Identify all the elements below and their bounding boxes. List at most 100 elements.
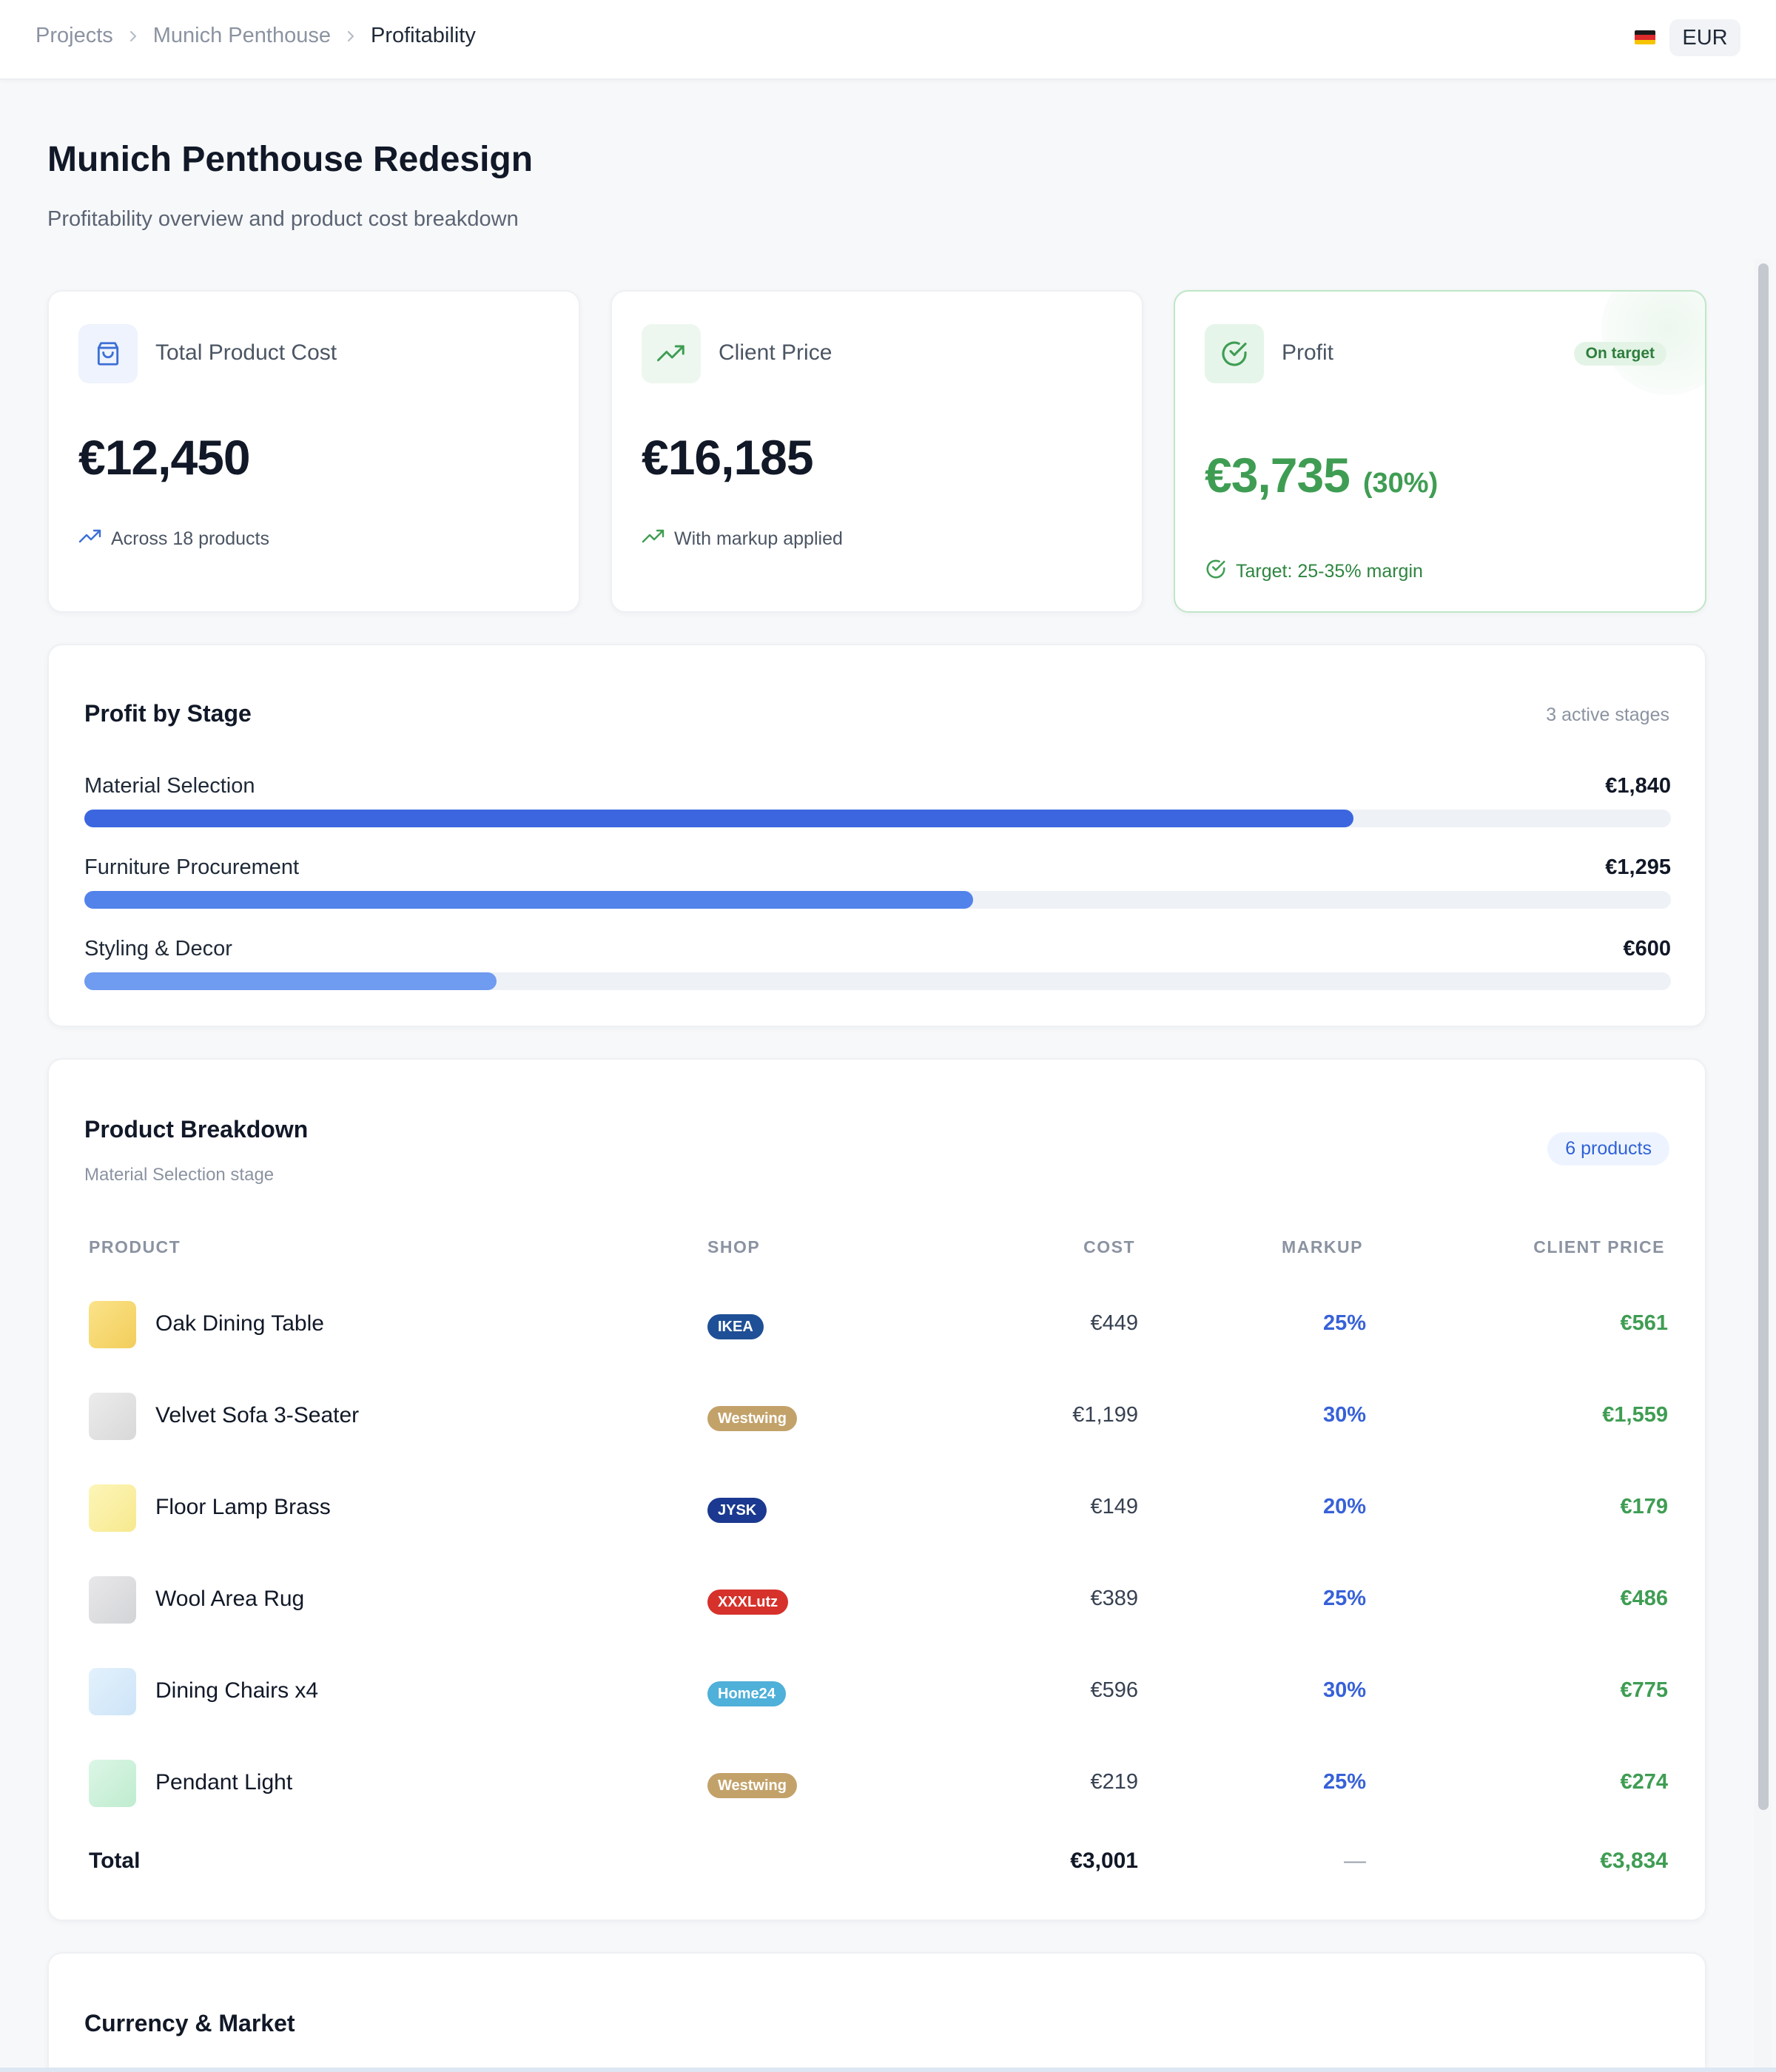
kpi-footnote-text: Across 18 products — [111, 528, 269, 549]
check-circle-icon — [1205, 558, 1227, 585]
stage-name: Material Selection — [84, 774, 255, 798]
shop-badge: JYSK — [707, 1498, 767, 1523]
product-thumbnail — [89, 1576, 136, 1624]
shop-badge: Home24 — [707, 1681, 786, 1706]
progress-track — [84, 810, 1671, 827]
product-count-badge: 6 products — [1547, 1132, 1669, 1166]
kpi-footnote-text: Target: 25-35% margin — [1236, 561, 1423, 582]
column-header-product[interactable]: PRODUCT — [89, 1237, 181, 1257]
shopping-bag-icon — [78, 324, 138, 383]
product-thumbnail — [89, 1668, 136, 1715]
kpi-card-total-cost: Total Product Cost €12,450 Across 18 pro… — [47, 290, 580, 613]
page-subtitle: Profitability overview and product cost … — [47, 207, 519, 231]
table-total-row: Total €3,001 — €3,834 — [49, 1843, 1708, 1887]
kpi-card-client-price: Client Price €16,185 With markup applied — [610, 290, 1143, 613]
table-row[interactable]: Oak Dining Table IKEA €449 25% €561 — [49, 1279, 1708, 1370]
bottom-edge — [0, 2068, 1776, 2072]
breadcrumb-projects[interactable]: Projects — [36, 24, 113, 47]
section-title: Currency & Market — [84, 2010, 295, 2036]
product-thumbnail — [89, 1393, 136, 1440]
section-title: Profit by Stage — [84, 700, 252, 727]
trending-up-icon — [78, 528, 102, 550]
kpi-value: €16,185 — [642, 430, 814, 485]
product-client-price: €274 — [1620, 1770, 1668, 1794]
breadcrumb: Projects Munich Penthouse Profitability — [36, 24, 476, 48]
product-markup: 25% — [1322, 1311, 1366, 1335]
product-markup: 20% — [1322, 1495, 1366, 1518]
chevron-right-icon — [128, 29, 138, 44]
trending-up-icon — [642, 528, 665, 550]
column-header-shop[interactable]: SHOP — [707, 1237, 761, 1257]
product-thumbnail — [89, 1760, 136, 1807]
status-badge: On target — [1573, 342, 1666, 366]
product-name: Velvet Sofa 3-Seater — [155, 1403, 360, 1427]
check-circle-icon — [1205, 324, 1264, 383]
kpi-footnote: Target: 25-35% margin — [1205, 558, 1423, 585]
total-client-price: €3,834 — [1600, 1849, 1668, 1873]
kpi-value: €12,450 — [78, 430, 251, 485]
kpi-label: Profit — [1282, 340, 1334, 365]
product-client-price: €775 — [1620, 1678, 1668, 1702]
column-header-markup[interactable]: MARKUP — [1282, 1237, 1363, 1257]
profit-value: €3,735 (30%) — [1205, 447, 1438, 503]
stage-amount: €1,295 — [1605, 855, 1671, 879]
progress-fill — [84, 810, 1354, 827]
table-row[interactable]: Velvet Sofa 3-Seater Westwing €1,199 30% €1,… — [49, 1370, 1708, 1462]
profit-by-stage-card: Profit by Stage 3 active stages Material… — [47, 644, 1706, 1027]
table-row[interactable]: Pendant Light Westwing €219 25% €274 — [49, 1738, 1708, 1829]
product-name: Wool Area Rug — [155, 1587, 305, 1611]
kpi-card-profit: Profit On target €3,735 (30%) Target: 25… — [1174, 290, 1706, 613]
stage-name: Furniture Procurement — [84, 855, 300, 879]
total-label: Total — [89, 1849, 141, 1873]
currency-selector[interactable]: EUR — [1669, 19, 1740, 56]
product-cost: €149 — [1090, 1495, 1138, 1518]
section-title: Product Breakdown — [84, 1116, 309, 1143]
shop-badge: XXXLutz — [707, 1590, 789, 1615]
table-row[interactable]: Floor Lamp Brass JYSK €149 20% €179 — [49, 1462, 1708, 1554]
chevron-right-icon — [346, 29, 356, 44]
table-row[interactable]: Dining Chairs x4 Home24 €596 30% €775 — [49, 1646, 1708, 1738]
stage-amount: €600 — [1623, 937, 1671, 961]
product-name: Floor Lamp Brass — [155, 1495, 331, 1519]
column-header-client-price[interactable]: CLIENT PRICE — [1533, 1237, 1665, 1257]
product-cost: €219 — [1090, 1770, 1138, 1794]
total-cost: €3,001 — [1070, 1849, 1138, 1873]
breadcrumb-current: Profitability — [370, 24, 476, 47]
product-client-price: €179 — [1620, 1495, 1668, 1518]
progress-track — [84, 972, 1671, 990]
germany-flag-icon — [1635, 30, 1655, 44]
kpi-label: Total Product Cost — [155, 340, 337, 365]
product-thumbnail — [89, 1484, 136, 1532]
stage-count: 3 active stages — [1546, 704, 1669, 725]
page-title: Munich Penthouse Redesign — [47, 140, 534, 179]
product-markup: 30% — [1322, 1678, 1366, 1702]
product-name: Pendant Light — [155, 1770, 293, 1794]
breadcrumb-project[interactable]: Munich Penthouse — [152, 24, 331, 47]
progress-track — [84, 891, 1671, 909]
scrollbar-thumb[interactable] — [1758, 263, 1769, 1810]
table-row[interactable]: Wool Area Rug XXXLutz €389 25% €486 — [49, 1554, 1708, 1646]
shop-badge: IKEA — [707, 1314, 764, 1339]
column-header-cost[interactable]: COST — [1083, 1237, 1135, 1257]
top-bar: Projects Munich Penthouse Profitability … — [0, 0, 1776, 80]
trending-up-icon — [642, 324, 701, 383]
shop-badge: Westwing — [707, 1406, 797, 1431]
section-subtitle: Material Selection stage — [84, 1165, 275, 1185]
stage-amount: €1,840 — [1605, 774, 1671, 798]
product-markup: 25% — [1322, 1770, 1366, 1794]
progress-fill — [84, 891, 973, 909]
total-markup: — — [1344, 1849, 1366, 1873]
shop-badge: Westwing — [707, 1773, 797, 1798]
product-cost: €449 — [1090, 1311, 1138, 1335]
product-breakdown-card: Product Breakdown Material Selection sta… — [47, 1058, 1706, 1921]
product-client-price: €1,559 — [1602, 1403, 1668, 1427]
product-thumbnail — [89, 1301, 136, 1348]
stage-name: Styling & Decor — [84, 937, 232, 961]
kpi-label: Client Price — [719, 340, 832, 365]
progress-fill — [84, 972, 497, 990]
profit-amount: €3,735 — [1205, 448, 1350, 502]
product-markup: 30% — [1322, 1403, 1366, 1427]
product-cost: €389 — [1090, 1587, 1138, 1610]
kpi-footnote-text: With markup applied — [674, 528, 843, 549]
product-client-price: €486 — [1620, 1587, 1668, 1610]
